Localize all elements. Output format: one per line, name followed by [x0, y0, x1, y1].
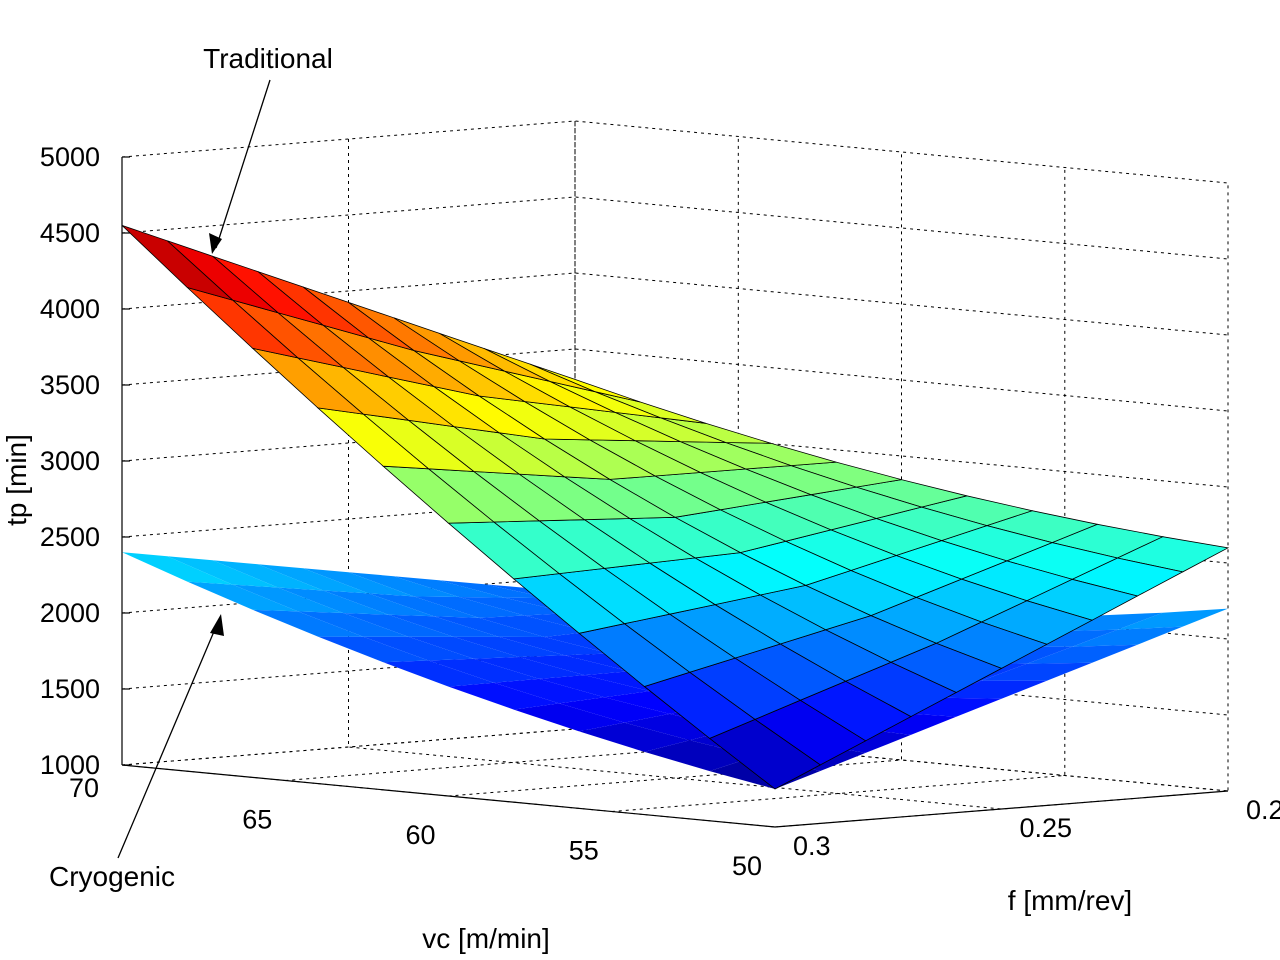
surface-patch: [232, 584, 344, 613]
x-axis-label: vc [m/min]: [422, 923, 550, 954]
cryogenic-arrow: [117, 614, 224, 859]
z-tick-label: 4000: [40, 294, 100, 324]
f-tick-label: 0.2: [1246, 795, 1280, 825]
surface-patch: [519, 655, 630, 676]
surface-patch: [428, 658, 540, 683]
z-gridline: [121, 196, 1229, 260]
surface-patch: [187, 581, 298, 612]
axis-layer: 1000 1500 2000 2500 3000 3500 4000 4500 5000 70 65…: [40, 142, 1280, 881]
vc-tick-label: 60: [405, 820, 435, 850]
surface-patch: [413, 596, 525, 618]
surface-patch: [252, 609, 364, 637]
surface-patch: [363, 636, 474, 661]
surface-patch: [303, 568, 414, 597]
z-gridline: [121, 272, 1229, 336]
surface-patch: [212, 560, 324, 591]
f-tick-label: 0.3: [793, 831, 831, 861]
surface-patch: [257, 564, 369, 594]
z-tick-label: 2000: [40, 598, 100, 628]
surface-patch: [323, 590, 434, 617]
surface-patch: [297, 611, 409, 637]
vc-tick-label: 50: [732, 851, 762, 881]
z-gridline: [121, 424, 1229, 488]
z-tick-label: 3000: [40, 446, 100, 476]
surface-patch: [1072, 626, 1183, 647]
surface-patch: [383, 660, 494, 687]
y-axis-label: f [mm/rev]: [1008, 885, 1132, 916]
z-tick-label: 1000: [40, 750, 100, 780]
surface-patch: [453, 636, 565, 657]
surface-patch: [513, 703, 625, 732]
surface-patch: [644, 740, 755, 772]
surface-patch: [579, 722, 690, 752]
vc-axis-line: [121, 764, 776, 828]
surface-patch: [981, 662, 1093, 681]
f-gridline: [348, 139, 1002, 810]
surface-patch: [499, 636, 610, 656]
surface-patch: [473, 657, 585, 679]
surface-patch: [388, 614, 500, 637]
surface-patch: [459, 597, 570, 616]
surface-patch: [317, 636, 429, 663]
surface-patch: [348, 572, 460, 597]
surface-patch: [433, 616, 545, 637]
z-tick-label: 4500: [40, 218, 100, 248]
surface-patch: [408, 636, 520, 659]
surface-patch: [393, 576, 505, 598]
surface-patch: [167, 556, 278, 588]
surface-patch: [121, 225, 233, 301]
cryogenic-annotation: Cryogenic: [49, 861, 175, 892]
surface-patch: [539, 675, 650, 698]
surface-patch: [448, 682, 560, 710]
traditional-annotation: Traditional: [203, 43, 333, 74]
surface-patch: [439, 580, 550, 599]
z-gridline: [121, 348, 1229, 412]
z-tick-label: 2500: [40, 522, 100, 552]
vc-tick-label: 55: [569, 836, 599, 866]
traditional-arrow: [209, 79, 271, 254]
vc-tick-label: 70: [69, 773, 99, 803]
z-tick-label: 1500: [40, 674, 100, 704]
surface-patch: [1026, 644, 1138, 664]
surface-patch: [479, 615, 590, 637]
surface-patch: [122, 552, 233, 585]
surface-patch: [559, 697, 670, 723]
surface-patch: [368, 593, 480, 618]
f-tick-label: 0.25: [1020, 813, 1073, 843]
surface-patch: [343, 613, 454, 637]
vc-tick-label: 65: [242, 805, 272, 835]
traditional-surface: [121, 225, 1230, 790]
surface-patch: [493, 678, 605, 704]
surface-patch: [277, 587, 389, 615]
f-axis-line: [774, 790, 1229, 828]
surface-patch: [1117, 608, 1228, 630]
z-tick-label: 3500: [40, 370, 100, 400]
z-gridline: [121, 120, 1229, 184]
z-tick-label: 5000: [40, 142, 100, 172]
z-axis-label: tp [min]: [1, 434, 32, 526]
f-gridline: [574, 121, 1229, 792]
surface-patch: [936, 680, 1047, 699]
